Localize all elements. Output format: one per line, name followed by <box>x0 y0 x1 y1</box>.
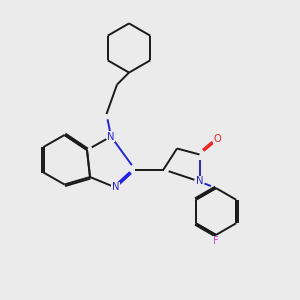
Text: O: O <box>214 134 221 145</box>
Text: N: N <box>196 176 203 187</box>
Text: N: N <box>107 131 115 142</box>
Text: F: F <box>213 236 219 247</box>
Text: N: N <box>112 182 119 193</box>
